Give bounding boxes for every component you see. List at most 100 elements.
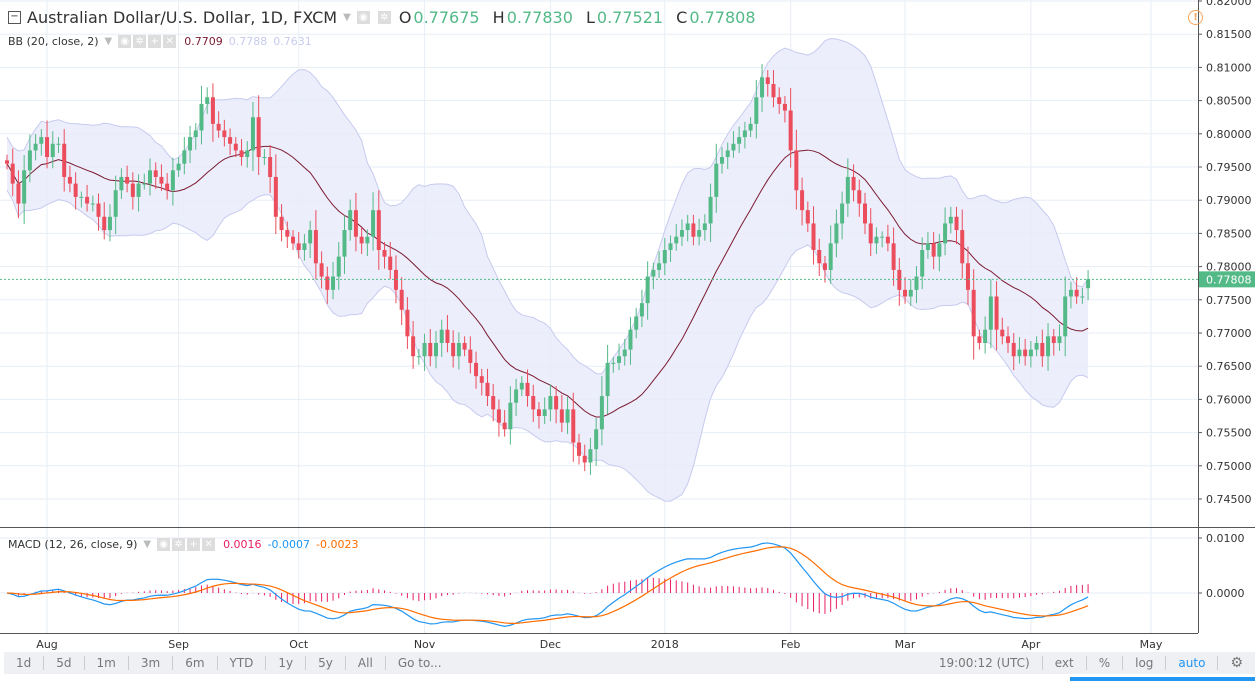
candle-body xyxy=(245,150,250,158)
candle-body xyxy=(914,276,919,290)
price-tick-label: 0.75500 xyxy=(1206,427,1252,440)
percent-toggle[interactable]: % xyxy=(1087,656,1124,670)
gear-icon[interactable]: ✲ xyxy=(172,538,186,551)
candle-body xyxy=(182,150,187,164)
gear-icon[interactable]: ✲ xyxy=(377,11,391,24)
candle-body xyxy=(376,210,381,250)
candle-body xyxy=(456,342,461,357)
candle-body xyxy=(313,230,318,264)
warning-icon[interactable]: ! xyxy=(1188,10,1203,25)
eye-icon[interactable]: ◉ xyxy=(118,35,132,48)
candle-body xyxy=(777,97,782,104)
candle-body xyxy=(302,243,307,250)
candle-body xyxy=(119,176,124,191)
candle-body xyxy=(1080,296,1085,298)
candle-body xyxy=(279,216,284,231)
range-1d[interactable]: 1d xyxy=(4,656,45,670)
range-1m[interactable]: 1m xyxy=(85,656,129,670)
time-tick-label: Mar xyxy=(895,638,916,651)
signal-line xyxy=(6,546,1089,624)
close-icon[interactable]: ✕ xyxy=(202,538,216,551)
candle-body xyxy=(1057,336,1062,343)
candle-body xyxy=(840,203,845,224)
candle-body xyxy=(1034,342,1039,350)
candle-body xyxy=(771,84,776,98)
candle-body xyxy=(67,176,72,184)
candle-body xyxy=(1051,336,1056,343)
clock-time[interactable]: 19:00:12 (UTC) xyxy=(927,656,1043,670)
candle-body xyxy=(605,362,610,397)
candle-body xyxy=(943,223,948,244)
candle-body xyxy=(125,176,130,184)
candle-body xyxy=(965,263,970,290)
candle-body xyxy=(908,289,913,297)
time-tick-label: May xyxy=(1140,638,1163,651)
candle-body xyxy=(885,236,890,244)
candle-body xyxy=(697,230,702,237)
gear-icon[interactable]: ⚙ xyxy=(1230,655,1243,671)
time-tick-label: 2018 xyxy=(651,638,679,651)
price-tick-label: 0.75000 xyxy=(1206,460,1252,473)
plus-icon[interactable]: + xyxy=(148,35,162,48)
chevron-down-icon[interactable]: ▼ xyxy=(104,35,113,47)
ohlc-values: O 0.77675 H 0.77830 L 0.77521 C 0.77808 xyxy=(398,8,756,27)
candle-body xyxy=(548,396,553,410)
candle-body xyxy=(90,203,95,205)
range-5d[interactable]: 5d xyxy=(44,656,85,670)
chevron-down-icon[interactable]: ▼ xyxy=(343,12,351,23)
macd-legend: MACD (12, 26, close, 9) ▼ ◉ ✲ + ✕ 0.0016 -0.… xyxy=(8,537,359,551)
candle-body xyxy=(559,409,564,423)
candle-body xyxy=(971,289,976,337)
time-tick-label: Dec xyxy=(540,638,561,651)
candle-body xyxy=(542,409,547,416)
candle-body xyxy=(765,77,770,84)
candle-body xyxy=(228,137,233,144)
collapse-icon[interactable]: − xyxy=(8,11,21,24)
bb-label[interactable]: BB (20, close, 2) xyxy=(8,34,99,48)
candle-body xyxy=(388,256,393,270)
plus-icon[interactable]: + xyxy=(187,538,201,551)
candle-body xyxy=(708,196,713,224)
time-tick-label: Apr xyxy=(1021,638,1041,651)
candle-body xyxy=(714,163,719,197)
log-toggle[interactable]: log xyxy=(1123,656,1167,670)
candle-body xyxy=(794,150,799,191)
candle-body xyxy=(828,243,833,270)
range-6m[interactable]: 6m xyxy=(173,656,218,670)
range-ytd[interactable]: YTD xyxy=(218,656,267,670)
eye-icon[interactable]: ◉ xyxy=(356,11,370,24)
chevron-down-icon[interactable]: ▼ xyxy=(143,538,152,550)
candle-body xyxy=(491,396,496,410)
close-icon[interactable]: ✕ xyxy=(163,35,177,48)
candle-body xyxy=(285,230,290,237)
candle-body xyxy=(657,263,662,270)
range-3m[interactable]: 3m xyxy=(129,656,174,670)
candle-body xyxy=(782,103,787,111)
candle-body xyxy=(371,210,376,237)
candle-body xyxy=(960,230,965,264)
range-all[interactable]: All xyxy=(346,656,386,670)
candle-body xyxy=(142,183,147,185)
goto-button[interactable]: Go to... xyxy=(397,656,442,670)
candle-body xyxy=(502,422,507,430)
ext-toggle[interactable]: ext xyxy=(1043,656,1087,670)
auto-toggle[interactable]: auto xyxy=(1166,656,1219,670)
candle-body xyxy=(983,329,988,343)
chart-canvas[interactable]: 0.82000 0.81500 0.81000 0.80500 0.80000 0.795… xyxy=(0,0,1255,652)
eye-icon[interactable]: ◉ xyxy=(157,538,171,551)
candle-body xyxy=(891,243,896,270)
candle-body xyxy=(645,276,650,304)
candle-body xyxy=(948,216,953,224)
gear-icon[interactable]: ✲ xyxy=(133,35,147,48)
symbol-title[interactable]: Australian Dollar/U.S. Dollar, 1D, FXCM xyxy=(27,8,338,27)
candle-body xyxy=(554,396,559,410)
candle-body xyxy=(737,137,742,144)
range-1y[interactable]: 1y xyxy=(266,656,307,670)
candle-body xyxy=(153,170,158,177)
macd-label[interactable]: MACD (12, 26, close, 9) xyxy=(8,537,138,551)
candle-body xyxy=(725,150,730,158)
candle-body xyxy=(514,389,519,403)
price-tick-label: 0.77500 xyxy=(1206,294,1252,307)
range-5y[interactable]: 5y xyxy=(306,656,346,670)
candle-body xyxy=(233,143,238,151)
